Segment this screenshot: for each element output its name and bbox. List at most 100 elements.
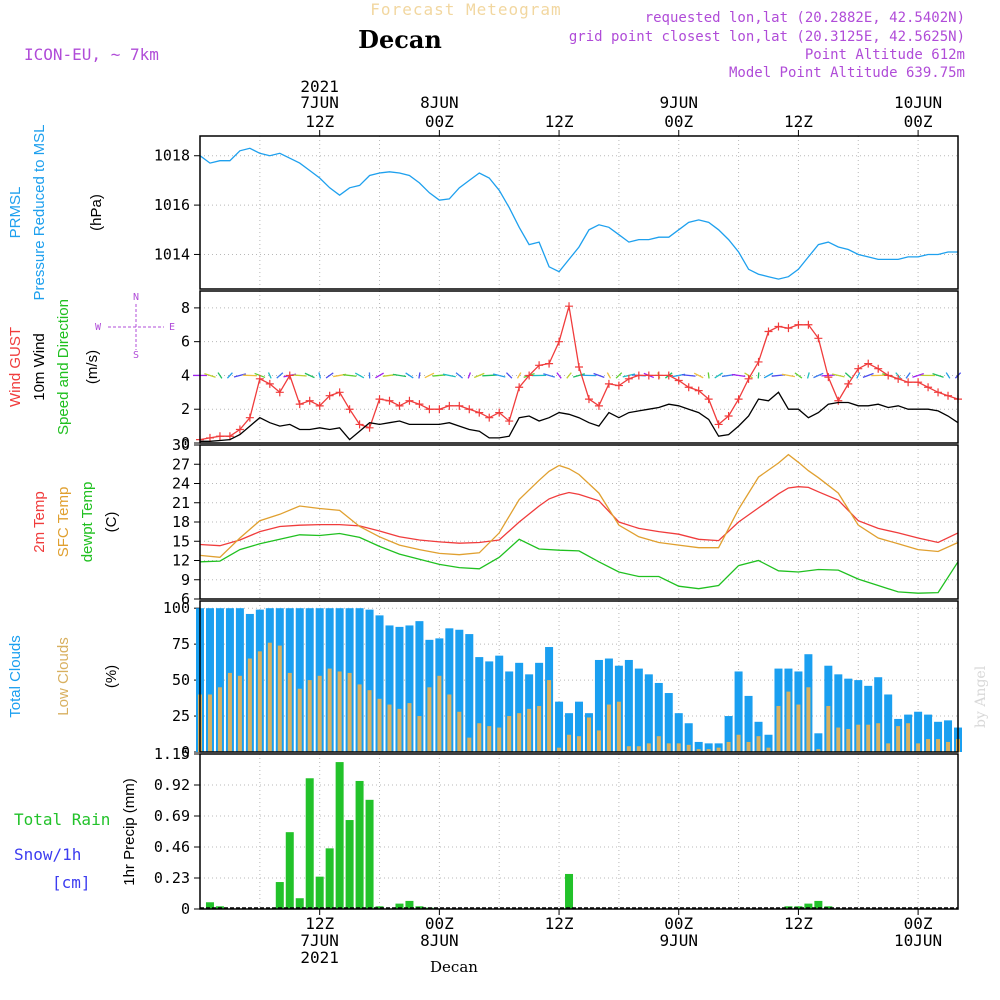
total-cloud-bar	[375, 615, 384, 752]
low-cloud-bar	[437, 675, 442, 752]
gust-marker	[215, 432, 224, 441]
wind-direction-arrow	[714, 372, 723, 379]
wind-direction-arrow	[375, 372, 384, 379]
low-cloud-bar	[537, 705, 542, 752]
low-cloud-bar	[527, 708, 532, 752]
wind-direction-arrow	[432, 374, 447, 377]
y-tick-label: 50	[172, 671, 190, 689]
total-cloud-bar	[575, 701, 583, 752]
total-cloud-bar	[764, 734, 773, 752]
rain-bar	[824, 906, 833, 909]
low-cloud-bar	[866, 724, 871, 752]
y-tick-label: 1016	[154, 196, 190, 214]
gust-marker	[365, 423, 374, 432]
y-tick-label: 8	[181, 299, 190, 317]
total-cloud-bar	[455, 629, 464, 752]
low-cloud-bar	[896, 726, 901, 752]
low-cloud-bar	[686, 744, 691, 752]
rain-bar	[814, 900, 823, 909]
total-cloud-bar	[495, 655, 504, 752]
wind-direction-arrow	[292, 374, 307, 377]
y-tick-label: 4	[181, 366, 190, 384]
gust-marker	[375, 395, 384, 404]
gust-marker	[355, 420, 364, 429]
total-cloud-bar	[594, 659, 603, 752]
y-tick-label: 2	[181, 400, 190, 418]
gust-marker	[714, 420, 723, 429]
wind-direction-arrow	[217, 372, 223, 379]
panel-label: Speed and Direction	[55, 299, 72, 435]
low-cloud-bar	[577, 736, 581, 752]
total-cloud-bar	[624, 659, 633, 752]
wind-direction-arrow	[424, 372, 435, 379]
wind-direction-arrow	[354, 372, 365, 379]
rain-bar	[794, 906, 803, 909]
low-cloud-bar	[616, 701, 621, 752]
total-cloud-bar	[674, 713, 683, 752]
gust-marker	[425, 405, 434, 414]
panel-label: SFC Temp	[55, 487, 72, 558]
total-cloud-bar	[505, 671, 514, 752]
gust-marker	[205, 433, 214, 442]
gust-marker	[325, 391, 334, 400]
gust-marker	[295, 400, 304, 409]
gust-marker	[545, 359, 554, 368]
total-cloud-bar	[445, 628, 454, 752]
total-cloud-bar	[405, 625, 414, 752]
low-cloud-bar	[267, 642, 272, 752]
low-cloud-bar	[257, 651, 262, 752]
gust-marker	[535, 361, 544, 370]
wind-direction-arrow	[593, 372, 605, 378]
gust-marker	[614, 381, 623, 390]
total-cloud-bar	[694, 741, 703, 752]
wind-direction-arrow	[573, 373, 585, 378]
gust-marker	[255, 374, 264, 383]
gust-marker	[874, 364, 883, 373]
compass-rose: N W E S	[95, 292, 175, 361]
bottom-year-label: 2021	[300, 948, 339, 967]
gust-marker	[515, 383, 524, 392]
panel-wind: 0 2 4 6 8 Wind GUST 10m Wind Speed and Directio…	[7, 290, 962, 452]
total-cloud-bar	[465, 634, 474, 752]
low-cloud-bar	[247, 658, 252, 752]
series-10m-wind	[200, 391, 959, 442]
low-cloud-bar	[716, 747, 721, 752]
low-cloud-bar	[327, 668, 332, 752]
wind-direction-arrow	[505, 372, 513, 379]
low-cloud-bar	[217, 687, 222, 752]
wind-direction-arrow	[467, 372, 471, 379]
y-tick-label: 0	[181, 743, 190, 761]
gust-marker	[864, 359, 873, 368]
top-time-label: 00Z	[425, 112, 454, 131]
gust-marker	[445, 401, 454, 410]
gust-marker	[265, 379, 274, 388]
gust-marker	[604, 379, 613, 388]
series-2m-temp	[199, 486, 959, 547]
series-sfc-temp	[199, 453, 959, 558]
panel-label: PRMSL	[7, 187, 24, 239]
gust-marker	[784, 324, 793, 333]
gust-marker	[505, 417, 514, 426]
wind-direction-arrow	[455, 372, 464, 379]
total-cloud-bar	[634, 668, 643, 752]
total-cloud-bar	[814, 733, 823, 752]
y-tick-label: 18	[172, 513, 190, 531]
wind-direction-arrow	[473, 372, 485, 379]
gust-marker	[914, 378, 923, 387]
gust-marker	[525, 371, 534, 380]
panel-label: 10m Wind	[31, 333, 48, 401]
rain-bar	[305, 778, 314, 909]
y-tick-label: 30	[172, 436, 190, 454]
top-time-label: 8JUN	[420, 93, 459, 112]
wind-direction-arrow	[304, 372, 315, 379]
total-cloud-bar	[704, 743, 713, 752]
y-tick-label: 0	[181, 900, 190, 918]
low-cloud-bar	[636, 746, 641, 752]
gust-marker	[345, 405, 354, 414]
low-cloud-bar	[237, 675, 242, 752]
low-cloud-bar	[806, 687, 811, 752]
low-cloud-bar	[796, 704, 801, 752]
rain-bar	[355, 780, 364, 909]
wind-direction-arrow	[681, 374, 696, 377]
